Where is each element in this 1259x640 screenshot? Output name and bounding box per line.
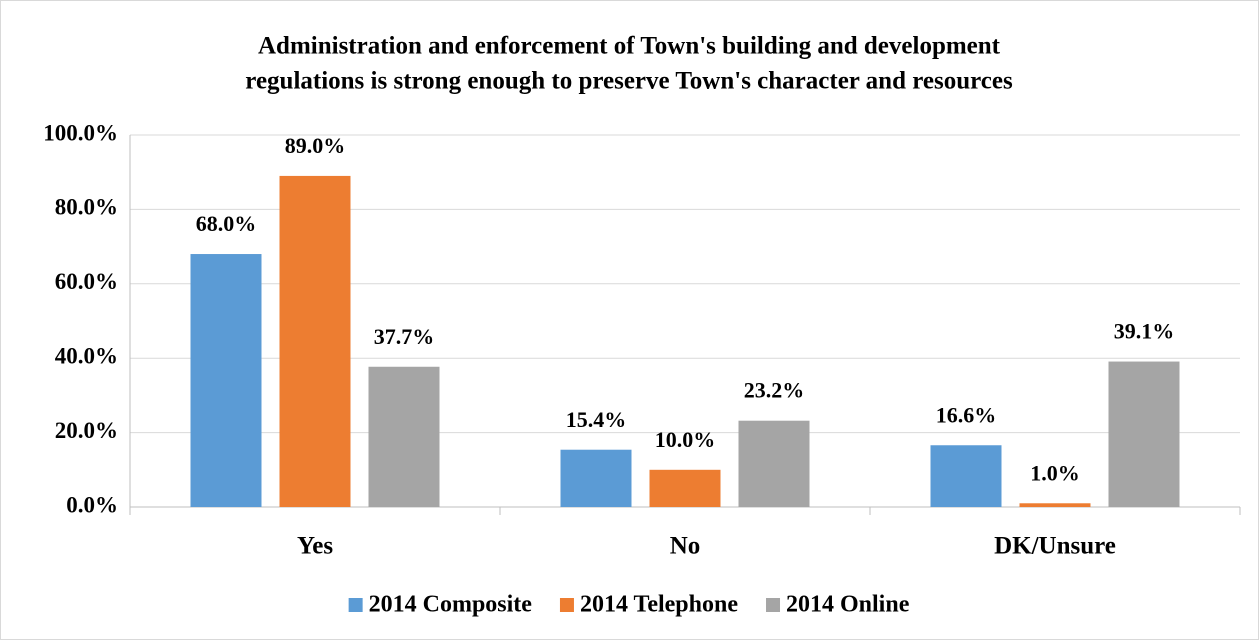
bar [279,175,351,508]
legend-swatch [348,598,363,612]
value-label: 23.2% [744,378,805,403]
chart-title: Administration and enforcement of Town's… [258,33,1001,60]
y-tick-label: 80.0% [55,195,118,220]
bar [368,366,440,507]
value-label: 1.0% [1030,460,1080,485]
y-tick-label: 0.0% [66,492,118,517]
x-tick-label: No [670,533,701,560]
value-label: 89.0% [285,133,346,158]
y-tick-label: 40.0% [55,343,118,368]
bar [930,445,1002,507]
bar [738,420,810,507]
legend-swatch [559,598,574,612]
legend-label: 2014 Online [786,592,910,618]
legend-swatch [766,598,781,612]
value-label: 16.6% [936,402,997,427]
bar [190,254,262,507]
bar [1019,503,1091,507]
y-tick-label: 60.0% [55,269,118,294]
value-label: 10.0% [655,427,716,452]
value-label: 37.7% [374,324,435,349]
bar [560,449,632,507]
value-label: 15.4% [566,407,627,432]
bar [649,469,721,507]
x-tick-label: Yes [297,533,333,560]
y-tick-label: 20.0% [55,418,118,443]
bar [1108,361,1180,507]
legend-label: 2014 Composite [369,592,533,618]
x-tick-label: DK/Unsure [994,533,1116,560]
value-label: 68.0% [196,211,257,236]
value-label: 39.1% [1114,319,1175,344]
chart-title: regulations is strong enough to preserve… [245,68,1013,95]
y-tick-label: 100.0% [43,120,118,145]
legend-label: 2014 Telephone [580,592,738,618]
